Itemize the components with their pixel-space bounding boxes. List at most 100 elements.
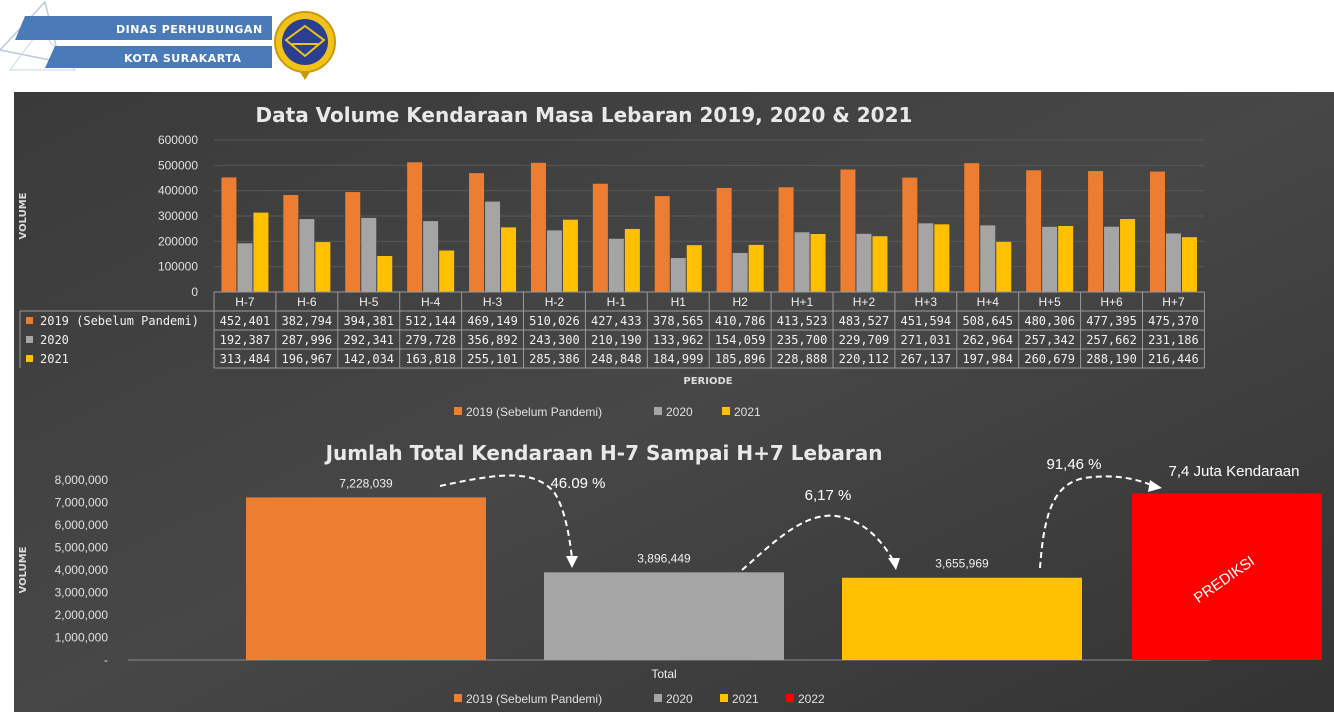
table-cell-value: 229,709 <box>839 333 890 347</box>
table-cell-value: 271,031 <box>901 333 952 347</box>
chart1-x-tick-label: H+1 <box>791 295 814 309</box>
chart1-bar-2019 <box>345 192 361 292</box>
chart2-y-tick-label: 8,000,000 <box>55 473 109 487</box>
chart1-x-tick-label: H-5 <box>359 295 379 309</box>
annotation-pct-2020: 46.09 % <box>550 475 605 492</box>
chart2-y-tick-label: 5,000,000 <box>55 541 109 555</box>
arrowhead-icon <box>1148 480 1162 492</box>
table-cell-value: 267,137 <box>901 352 952 366</box>
chart1-x-tick-label: H+6 <box>1100 295 1123 309</box>
chart2-legend-swatch <box>454 694 462 702</box>
chart1-bar-2021 <box>1120 218 1136 292</box>
chart2-y-tick-label: 2,000,000 <box>55 608 109 622</box>
chart1-bar-2020 <box>856 233 872 292</box>
chart1-bar-2019 <box>716 187 732 292</box>
table-cell-value: 231,186 <box>1148 333 1199 347</box>
chart1-y-tick-label: 400000 <box>158 184 198 198</box>
chart1-x-tick-label: H+7 <box>1162 295 1185 309</box>
annotation-arrows <box>439 474 1155 571</box>
chart1-bar-2021 <box>501 227 517 292</box>
chart1-y-axis-title: VOLUME <box>18 192 29 239</box>
table-cell-value: 483,527 <box>839 314 890 328</box>
arrow-2020-to-2021 <box>741 514 895 571</box>
chart2-legend-swatch <box>786 694 794 702</box>
header: DINAS PERHUBUNGAN KOTA SURAKARTA <box>0 0 1334 92</box>
table-cell-value: 262,964 <box>962 333 1013 347</box>
chart1-title: Data Volume Kendaraan Masa Lebaran 2019,… <box>256 103 913 127</box>
chart1-bar-2020 <box>546 230 562 292</box>
annotation-prediction-total: 7,4 Juta Kendaraan <box>1169 463 1300 480</box>
chart1-bar-2021 <box>624 228 640 292</box>
chart1-x-tick-label: H-7 <box>235 295 255 309</box>
chart1-bar-2021 <box>810 234 826 292</box>
chart1-y-tick-label: 600000 <box>158 133 198 147</box>
table-series-name: 2019 (Sebelum Pandemi) <box>40 314 199 328</box>
table-cell-value: 313,484 <box>220 352 271 366</box>
chart1-x-tick-label: H+4 <box>977 295 1000 309</box>
table-cell-value: 133,962 <box>653 333 704 347</box>
table-cell-value: 378,565 <box>653 314 704 328</box>
chart1-legend-swatch <box>722 407 730 415</box>
chart2-x-axis-title: Total <box>651 667 676 681</box>
chart2-y-tick-label: 4,000,000 <box>55 563 109 577</box>
arrow-2019-to-2020 <box>439 474 573 559</box>
annotation-arrowheads <box>566 480 1162 570</box>
chart1-bar-2019 <box>1088 171 1104 292</box>
table-cell-value: 163,818 <box>405 352 456 366</box>
chart2-legend-label: 2021 <box>732 692 759 706</box>
table-cell-value: 184,999 <box>653 352 704 366</box>
org-name-line1: DINAS PERHUBUNGAN <box>116 23 263 36</box>
chart1-bar-2019 <box>592 183 608 292</box>
chart2-y-tick-label: - <box>104 653 108 667</box>
chart1-bar-2019 <box>1026 170 1042 292</box>
chart2-y-tick-label: 6,000,000 <box>55 518 109 532</box>
table-cell-value: 248,848 <box>591 352 642 366</box>
chart1-data-table: H-7 H-6 H-5 H-4 H-3 H-2 H-1 H1 H2 H+1 H+2 H+3 H+4 H+5… <box>19 291 1205 369</box>
chart1-bar-2020 <box>485 201 501 292</box>
chart1-legend-label: 2021 <box>734 405 761 419</box>
chart1-bar-2020 <box>237 243 253 292</box>
chart1-bar-2019 <box>469 173 485 292</box>
chart1-bar-2020 <box>670 258 686 292</box>
chart1-bar-2019 <box>283 195 299 292</box>
table-cell-value: 255,101 <box>467 352 518 366</box>
chart1-bar-2021 <box>253 212 269 292</box>
chart2-data-label: 3,896,449 <box>637 551 691 565</box>
chart1-bar-2019 <box>1149 171 1165 292</box>
chart1-bar-2020 <box>361 217 377 292</box>
table-cell-value: 394,381 <box>343 314 394 328</box>
org-name-line2: KOTA SURAKARTA <box>124 52 241 65</box>
dishub-emblem-icon <box>274 11 336 80</box>
chart1-bar-2021 <box>1181 237 1197 292</box>
chart1-x-axis-title: PERIODE <box>683 376 732 387</box>
chart1-bar-2019 <box>221 177 237 292</box>
table-cell-value: 427,433 <box>591 314 642 328</box>
banner-bottom <box>45 46 272 68</box>
chart1-x-tick-label: H-3 <box>483 295 503 309</box>
table-cell-value: 480,306 <box>1024 314 1075 328</box>
chart1-bars <box>221 162 1197 292</box>
chart1-bar-2021 <box>686 245 702 292</box>
chart1-bar-2021 <box>748 244 764 292</box>
table-cell-value: 413,523 <box>777 314 828 328</box>
chart1-bar-2020 <box>918 223 934 292</box>
arrowhead-icon <box>566 556 578 568</box>
chart1-bar-2021 <box>315 242 331 292</box>
chart1-bar-2019 <box>530 162 546 292</box>
chart1-bar-2020 <box>1165 233 1181 292</box>
chart2-legend-swatch <box>720 694 728 702</box>
table-cell-value: 197,984 <box>962 352 1013 366</box>
table-cell-value: 185,896 <box>715 352 766 366</box>
table-cell-value: 216,446 <box>1148 352 1199 366</box>
table-cell-value: 452,401 <box>220 314 271 328</box>
chart1-bar-2021 <box>439 250 455 292</box>
chart2-data-label: 3,655,969 <box>935 557 989 571</box>
table-cell-value: 469,149 <box>467 314 518 328</box>
table-cell-value: 142,034 <box>343 352 394 366</box>
chart1-y-tick-label: 0 <box>191 285 198 299</box>
table-cell-value: 260,679 <box>1024 352 1075 366</box>
table-cell-value: 356,892 <box>467 333 518 347</box>
chart1-x-tick-label: H-4 <box>421 295 441 309</box>
chart1-y-tick-label: 100000 <box>158 260 198 274</box>
table-cell-value: 257,662 <box>1086 333 1137 347</box>
